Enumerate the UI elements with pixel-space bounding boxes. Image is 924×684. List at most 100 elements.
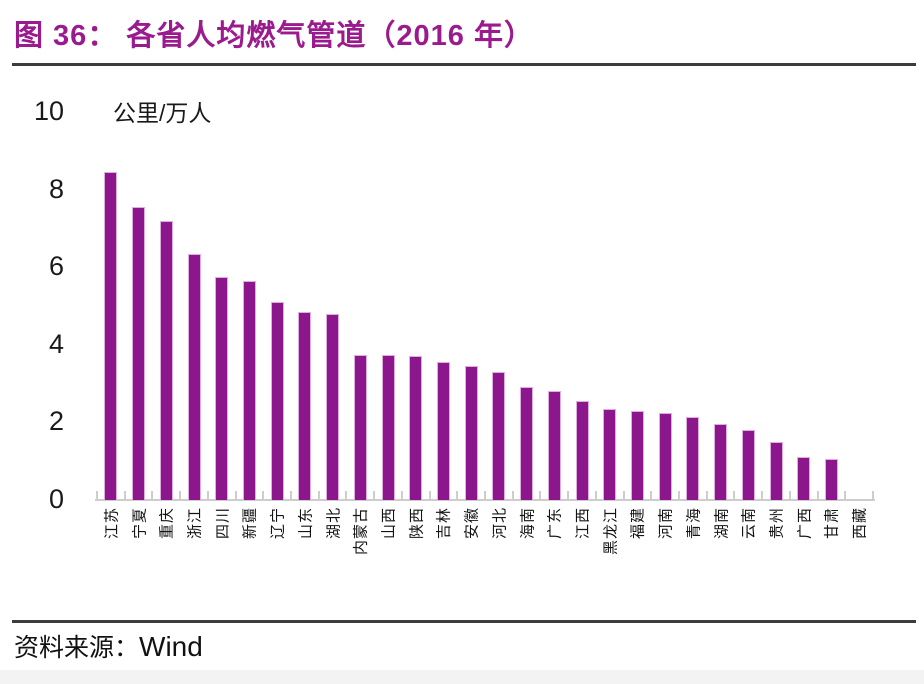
x-tick-label: 辽宁: [269, 507, 287, 540]
x-axis-tick: [96, 491, 98, 500]
source: 资料来源：Wind: [14, 628, 203, 664]
y-tick-label: 2: [48, 406, 64, 437]
bar-宁夏: [132, 207, 146, 500]
bar-广西: [797, 457, 811, 500]
x-axis-tick: [400, 491, 403, 500]
x-axis-tick: [678, 491, 680, 500]
bar-山东: [298, 311, 312, 500]
x-tick-label: 云南: [740, 507, 758, 540]
bar-安徽: [464, 366, 478, 500]
x-tick-label: 青海: [685, 507, 703, 540]
title-divider: [12, 63, 916, 66]
x-axis-tick: [456, 491, 459, 500]
x-axis-tick: [290, 491, 292, 500]
x-axis-tick: [844, 491, 847, 500]
bar-重庆: [159, 220, 173, 500]
bar-青海: [686, 416, 700, 500]
x-tick-label: 江西: [574, 507, 592, 540]
x-axis-tick: [345, 491, 348, 500]
x-tick-label: 海南: [519, 507, 537, 540]
x-axis-tick: [234, 491, 237, 500]
x-tick-label: 浙江: [186, 507, 204, 540]
x-axis-tick: [650, 491, 653, 500]
bar-湖南: [714, 424, 728, 500]
x-axis-labels: 江苏 宁夏 重庆 浙江 四川 新疆 辽宁 山东 湖北 内蒙古 山西 陕西 吉林 安徽 河北 海南 广东 江西 黑龙江…: [97, 507, 873, 612]
bar-湖北: [326, 313, 340, 500]
x-tick-label: 西藏: [851, 507, 869, 540]
x-tick-label: 广西: [796, 507, 814, 540]
x-tick-label: 吉林: [435, 507, 453, 540]
x-axis-tick: [788, 491, 791, 500]
y-tick-label: 10: [33, 95, 64, 126]
x-tick-label: 甘肃: [823, 507, 841, 540]
source-divider: [12, 620, 916, 623]
bar-江苏: [104, 172, 118, 500]
x-axis-tick: [567, 491, 570, 500]
x-axis-tick: [151, 491, 154, 500]
x-tick-label: 湖北: [325, 507, 343, 540]
bar-河北: [492, 371, 506, 500]
x-tick-label: 重庆: [158, 507, 176, 540]
x-axis-tick: [317, 491, 320, 500]
bar-四川: [215, 276, 229, 500]
x-tick-label: 江苏: [103, 507, 121, 540]
x-axis-tick: [539, 491, 542, 500]
x-tick-label: 河北: [491, 507, 509, 540]
x-tick-label: 四川: [214, 507, 232, 540]
x-tick-label: 湖南: [713, 507, 731, 540]
bar-甘肃: [824, 459, 838, 500]
x-tick-label: 黑龙江: [602, 507, 620, 556]
x-axis-tick: [816, 491, 819, 500]
source-label: 资料来源：: [14, 635, 140, 662]
x-axis-line: [95, 499, 875, 501]
x-axis-tick: [484, 491, 486, 500]
x-tick-label: 广东: [546, 507, 564, 540]
bar-广东: [547, 391, 561, 500]
x-axis-tick: [594, 491, 597, 500]
bar-海南: [520, 387, 534, 500]
bar-新疆: [242, 280, 256, 500]
figure-title: 图 36： 各省人均燃气管道（2016 年）: [14, 20, 534, 52]
x-axis-tick: [733, 491, 736, 500]
x-axis-tick: [179, 491, 182, 500]
bar-河南: [658, 412, 672, 500]
x-axis-tick: [428, 491, 431, 500]
bar-浙江: [187, 253, 201, 500]
bar-内蒙古: [353, 354, 367, 500]
x-tick-label: 山西: [380, 507, 398, 540]
x-axis-tick: [206, 491, 209, 500]
bar-福建: [630, 410, 644, 500]
y-axis: 0 2 4 6 8 10: [0, 0, 70, 560]
bar-山西: [381, 354, 395, 500]
footer-strip: [0, 670, 924, 684]
bar-云南: [741, 430, 755, 500]
x-tick-label: 陕西: [408, 507, 426, 540]
x-tick-label: 河南: [657, 507, 675, 540]
bar-贵州: [769, 441, 783, 500]
y-tick-label: 6: [48, 251, 64, 282]
x-tick-label: 新疆: [241, 507, 259, 540]
bar-辽宁: [270, 302, 284, 500]
x-tick-label: 内蒙古: [352, 507, 370, 556]
x-axis-tick: [872, 491, 874, 500]
bar-黑龙江: [603, 408, 617, 500]
x-axis-tick: [262, 491, 265, 500]
y-tick-label: 4: [48, 328, 64, 359]
bar-吉林: [436, 362, 450, 500]
plot-area: [95, 112, 875, 501]
x-axis-tick: [622, 491, 625, 500]
x-tick-label: 宁夏: [131, 507, 149, 540]
x-axis-tick: [511, 491, 514, 500]
y-tick-label: 0: [48, 483, 64, 514]
source-value: Wind: [139, 631, 203, 662]
x-axis-tick: [123, 491, 126, 500]
x-axis-tick: [761, 491, 764, 500]
bar-江西: [575, 401, 589, 500]
x-axis-tick: [705, 491, 708, 500]
x-axis-tick: [373, 491, 376, 500]
x-tick-label: 山东: [297, 507, 315, 540]
y-axis-unit-label: 公里/万人: [113, 100, 212, 126]
bar-陕西: [409, 356, 423, 500]
y-tick-label: 8: [48, 173, 64, 204]
